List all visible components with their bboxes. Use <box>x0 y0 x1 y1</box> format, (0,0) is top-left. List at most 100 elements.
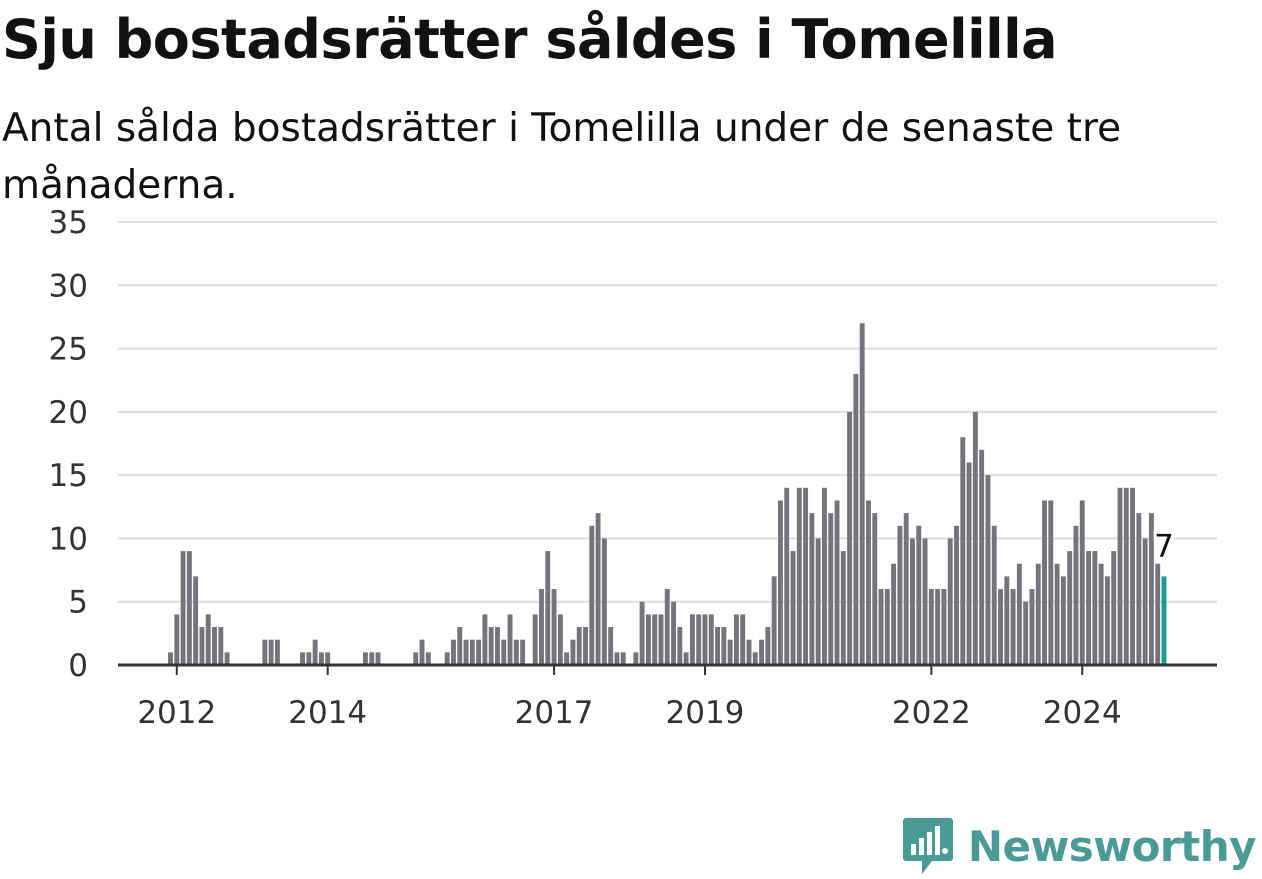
bar-116 <box>897 525 903 665</box>
bar-101 <box>803 487 809 665</box>
bar-136 <box>1023 601 1029 665</box>
bar-96 <box>771 576 777 665</box>
bar-117 <box>903 513 909 665</box>
bar-40 <box>419 639 425 665</box>
y-tick-label-25: 25 <box>49 332 88 368</box>
bar-80 <box>671 601 676 665</box>
y-tick-label-30: 30 <box>49 268 88 304</box>
bar-59 <box>539 589 544 665</box>
bar-118 <box>910 538 915 665</box>
bar-8 <box>218 627 224 665</box>
x-tick-label-2012: 2012 <box>137 695 216 731</box>
bar-48 <box>469 639 475 665</box>
bar-52 <box>495 627 500 665</box>
chart-subtitle: Antal sålda bostadsrätter i Tomelilla un… <box>2 106 1122 208</box>
bar-122 <box>935 589 941 665</box>
bar-17 <box>274 639 280 665</box>
bar-4 <box>193 576 199 665</box>
bar-135 <box>1016 563 1022 665</box>
bar-22 <box>306 652 312 665</box>
bar-90 <box>733 614 739 665</box>
bar-105 <box>828 513 834 665</box>
x-tick-label-2014: 2014 <box>288 695 367 731</box>
bar-132 <box>998 589 1003 665</box>
bar-97 <box>777 500 783 665</box>
bar-72 <box>620 652 626 665</box>
bar-110 <box>859 323 865 665</box>
bar-154 <box>1136 513 1142 665</box>
bar-91 <box>740 614 746 665</box>
y-tick-label-15: 15 <box>49 458 88 494</box>
bar-39 <box>413 652 419 665</box>
bar-56 <box>520 639 526 665</box>
bar-44 <box>444 652 450 665</box>
bar-108 <box>847 411 853 665</box>
y-tick-label-10: 10 <box>49 521 88 557</box>
bar-66 <box>583 627 588 665</box>
bar-6 <box>205 614 211 665</box>
bar-142 <box>1060 576 1066 665</box>
bar-98 <box>784 487 790 665</box>
bar-130 <box>985 475 991 665</box>
bar-102 <box>809 513 815 665</box>
bar-71 <box>614 652 620 665</box>
bar-74 <box>633 652 639 665</box>
bar-149 <box>1104 576 1110 665</box>
bar-138 <box>1035 563 1041 665</box>
bar-124 <box>947 538 953 665</box>
bar-139 <box>1042 500 1047 665</box>
bar-65 <box>576 627 582 665</box>
y-tick-label-5: 5 <box>68 585 88 621</box>
bar-148 <box>1098 563 1104 665</box>
bar-49 <box>476 639 482 665</box>
bar-15 <box>262 639 268 665</box>
bar-141 <box>1054 563 1060 665</box>
bar-126 <box>960 437 966 665</box>
bar-16 <box>268 639 274 665</box>
y-tick-label-35: 35 <box>49 205 88 241</box>
bar-93 <box>752 652 758 665</box>
bar-145 <box>1079 500 1085 665</box>
bar-129 <box>979 449 985 665</box>
bar-127 <box>966 462 972 665</box>
bar-89 <box>727 639 733 665</box>
bar-60 <box>545 551 551 665</box>
bar-3 <box>186 551 192 665</box>
bar-81 <box>677 627 683 665</box>
highlight-value-label: 7 <box>1154 528 1174 564</box>
bar-94 <box>759 639 765 665</box>
bar-41 <box>425 652 431 665</box>
bar-128 <box>972 411 978 665</box>
bar-147 <box>1092 551 1098 665</box>
bar-144 <box>1073 525 1079 665</box>
bar-33 <box>375 652 381 665</box>
bar-115 <box>891 563 897 665</box>
bar-109 <box>853 373 859 665</box>
x-tick-label-2022: 2022 <box>892 695 971 731</box>
bar-133 <box>1004 576 1010 665</box>
bar-85 <box>702 614 708 665</box>
bar-21 <box>300 652 305 665</box>
bar-79 <box>664 589 670 665</box>
bar-70 <box>608 627 614 665</box>
bar-92 <box>746 639 752 665</box>
y-tick-label-20: 20 <box>49 395 88 431</box>
bar-103 <box>815 538 821 665</box>
bar-46 <box>457 627 463 665</box>
bar-152 <box>1123 487 1129 665</box>
newsworthy-brand[interactable]: Newsworthy <box>902 816 1257 876</box>
y-tick-label-0: 0 <box>68 648 88 684</box>
bar-125 <box>954 525 959 665</box>
bar-69 <box>601 538 607 665</box>
bar-99 <box>790 551 796 665</box>
bar-25 <box>325 652 331 665</box>
bar-156 <box>1148 513 1154 665</box>
chart-title: Sju bostadsrätter såldes i Tomelilla <box>2 8 1058 71</box>
bar-111 <box>866 500 871 665</box>
bar-153 <box>1130 487 1136 665</box>
bar-83 <box>689 614 695 665</box>
bar-143 <box>1067 551 1073 665</box>
bar-58 <box>532 614 538 665</box>
bar-61 <box>551 589 557 665</box>
